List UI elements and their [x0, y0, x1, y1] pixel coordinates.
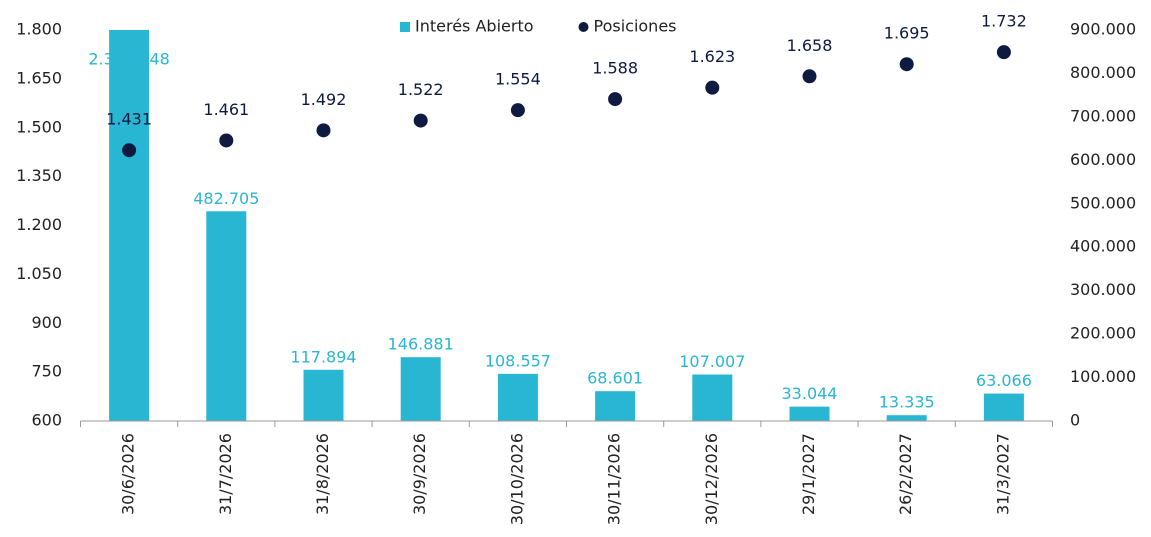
point — [899, 57, 914, 72]
x-tick-label: 30/12/2026 — [702, 433, 721, 525]
bar-value-label: 146.881 — [388, 335, 454, 354]
legend-label: Posiciones — [594, 17, 677, 36]
point-value-label: 1.658 — [787, 36, 833, 55]
point-value-label: 1.588 — [592, 59, 638, 78]
bar-value-label: 107.007 — [679, 352, 745, 371]
x-tick-label: 30/10/2026 — [507, 433, 526, 525]
point — [122, 143, 137, 158]
y2-tick-label: 400.000 — [1070, 237, 1136, 256]
y-tick-label: 1.200 — [16, 215, 62, 234]
bar — [983, 393, 1024, 421]
y2-tick-label: 600.000 — [1070, 150, 1136, 169]
y-tick-label: 900 — [31, 313, 62, 332]
x-tick-label: 31/8/2026 — [313, 433, 332, 515]
bar — [886, 415, 927, 421]
y2-tick-label: 800.000 — [1070, 63, 1136, 82]
y2-tick-label: 900.000 — [1070, 20, 1136, 39]
x-tick-label: 26/2/2027 — [896, 433, 915, 515]
x-tick-label: 31/7/2026 — [216, 433, 235, 515]
bar — [400, 357, 441, 421]
legend-label: Interés Abierto — [415, 17, 534, 36]
x-tick-label: 29/1/2027 — [799, 433, 818, 515]
x-tick-label: 30/11/2026 — [605, 433, 624, 525]
bar — [497, 373, 538, 421]
point — [802, 69, 817, 84]
bar — [206, 211, 247, 421]
bar-value-label: 2.385.548 — [88, 50, 169, 69]
y-tick-label: 1.650 — [16, 68, 62, 87]
bar-value-label: 13.335 — [879, 393, 935, 412]
point-value-label: 1.732 — [981, 12, 1027, 31]
point-value-label: 1.623 — [689, 47, 735, 66]
bar-value-label: 63.066 — [976, 371, 1032, 390]
bar — [789, 406, 830, 421]
point-value-label: 1.431 — [106, 110, 152, 129]
point — [510, 103, 525, 118]
point-value-label: 1.461 — [203, 100, 249, 119]
y2-tick-label: 0 — [1070, 411, 1080, 430]
point-value-label: 1.492 — [301, 90, 347, 109]
y-tick-label: 600 — [31, 411, 62, 430]
point-value-label: 1.695 — [884, 24, 930, 43]
point — [316, 123, 331, 138]
bar-value-label: 68.601 — [587, 369, 643, 388]
point — [413, 113, 428, 128]
y2-tick-label: 500.000 — [1070, 193, 1136, 212]
bar — [109, 30, 150, 421]
y2-tick-label: 300.000 — [1070, 280, 1136, 299]
point — [219, 133, 234, 148]
point — [608, 92, 623, 107]
y-tick-label: 1.050 — [16, 264, 62, 283]
bar — [303, 369, 344, 421]
y2-tick-label: 700.000 — [1070, 106, 1136, 125]
y-tick-label: 1.800 — [16, 20, 62, 39]
point-value-label: 1.554 — [495, 70, 541, 89]
x-tick-label: 30/9/2026 — [410, 433, 429, 515]
bar-value-label: 33.044 — [782, 384, 838, 403]
bar-value-label: 482.705 — [193, 189, 259, 208]
y-tick-label: 1.350 — [16, 166, 62, 185]
legend-swatch — [400, 22, 410, 32]
legend-swatch — [578, 22, 589, 32]
point — [996, 45, 1011, 60]
bar — [595, 391, 636, 421]
bar-value-label: 108.557 — [485, 351, 551, 370]
x-tick-label: 31/3/2027 — [993, 433, 1012, 515]
y2-tick-label: 200.000 — [1070, 324, 1136, 343]
bar-value-label: 117.894 — [290, 347, 356, 366]
y2-tick-label: 100.000 — [1070, 367, 1136, 386]
x-tick-label: 30/6/2026 — [119, 433, 138, 515]
point — [705, 80, 720, 95]
y-tick-label: 750 — [31, 362, 62, 381]
bar — [692, 374, 733, 421]
y-tick-label: 1.500 — [16, 117, 62, 136]
point-value-label: 1.522 — [398, 80, 444, 99]
